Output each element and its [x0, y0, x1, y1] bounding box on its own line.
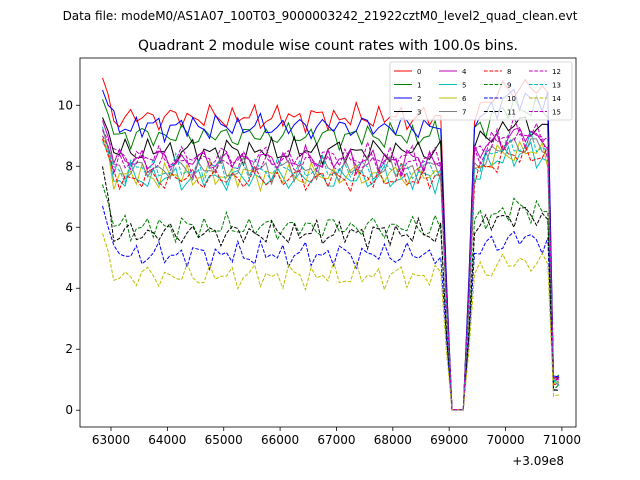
legend-label-15: 15 [552, 109, 561, 117]
x-tick-label: 67000 [317, 433, 355, 447]
plot-frame [79, 57, 577, 428]
series-line-14 [102, 233, 560, 411]
legend-label-0: 0 [417, 68, 421, 76]
legend-label-1: 1 [417, 82, 421, 90]
chart-title: Quadrant 2 module wise count rates with … [138, 38, 518, 54]
series-line-4 [102, 120, 560, 411]
y-tick-label: 2 [65, 342, 73, 356]
axes-layer: 63000 64000 65000 66000 67000 68000 69000 70000… [58, 57, 581, 447]
legend-label-11: 11 [507, 109, 516, 117]
legend-label-2: 2 [417, 95, 421, 103]
chart-suptitle: Data file: modeM0/AS1A07_100T03_90000032… [63, 9, 578, 23]
y-tick-label: 8 [65, 159, 73, 173]
x-offset-label: +3.09e8 [512, 454, 564, 468]
legend-label-7: 7 [462, 109, 466, 117]
x-tick-label: 66000 [261, 433, 299, 447]
legend-label-3: 3 [417, 109, 421, 117]
series-line-13 [102, 130, 560, 411]
x-tick-label: 63000 [92, 433, 130, 447]
x-tick-label: 69000 [430, 433, 468, 447]
y-tick-label: 4 [65, 281, 73, 295]
legend-label-13: 13 [552, 82, 561, 90]
y-tick-label: 10 [58, 98, 73, 112]
x-tick-label: 70000 [486, 433, 524, 447]
legend-label-14: 14 [552, 95, 561, 103]
y-tick-label: 0 [65, 403, 73, 417]
series-line-7 [102, 129, 560, 411]
legend-label-10: 10 [507, 95, 516, 103]
series-layer [102, 77, 560, 411]
series-line-12 [102, 127, 560, 411]
y-tick-label: 6 [65, 220, 73, 234]
legend-label-8: 8 [507, 68, 511, 76]
x-tick-label: 64000 [148, 433, 186, 447]
x-tick-label: 71000 [543, 433, 581, 447]
legend-label-5: 5 [462, 82, 466, 90]
series-line-3 [102, 116, 560, 411]
legend-label-4: 4 [462, 68, 467, 76]
x-tick-label: 68000 [374, 433, 412, 447]
series-line-10 [102, 205, 560, 411]
x-tick-label: 65000 [205, 433, 243, 447]
legend-label-9: 9 [507, 82, 511, 90]
legend-label-12: 12 [552, 68, 561, 76]
series-line-1 [102, 94, 560, 411]
legend-label-6: 6 [462, 95, 467, 103]
series-line-11 [102, 166, 560, 411]
series-line-8 [102, 138, 560, 411]
legend-box [389, 61, 573, 121]
series-line-15 [102, 114, 560, 411]
